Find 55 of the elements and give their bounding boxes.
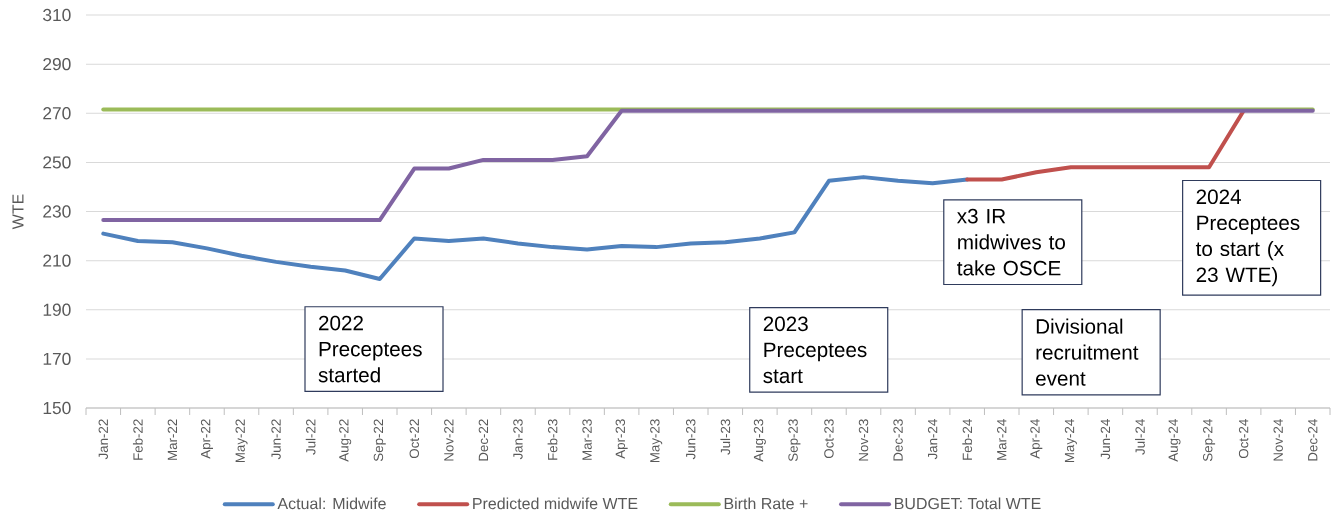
y-tick-label: 310 [43,8,71,22]
x-tick-label: Nov-22 [444,419,454,461]
x-tick-label: Mar-22 [167,419,178,460]
y-tick-label: 190 [43,303,71,316]
annotation: Divisional recruitment event [1036,318,1139,386]
y-tick-label: 170 [43,352,71,366]
y-tick-label: 290 [43,57,71,71]
annotation: 2023 Preceptees start [763,316,867,384]
x-tick-label: May-23 [650,419,663,463]
x-tick-label: Jul-22 [305,419,316,455]
x-tick-label: Jun-23 [686,419,696,460]
x-tick-label: Nov-24 [1273,419,1283,461]
x-tick-label: Jul-24 [1135,419,1145,455]
annotation: x3 IR midwives to take OSCE [957,208,1065,276]
legend-label: Actual: Midwife [277,497,386,510]
x-tick-label: Jun-24 [1100,419,1111,460]
x-tick-label: Apr-23 [615,419,628,459]
x-tick-label: Aug-22 [339,419,352,462]
x-tick-label: Apr-22 [200,419,213,459]
x-tick-label: Dec-22 [478,419,489,461]
x-tick-label: May-22 [235,419,248,463]
x-tick-label: Aug-23 [753,419,766,462]
x-tick-label: Sep-22 [373,419,386,462]
x-tick-label: Dec-24 [1308,419,1318,461]
x-tick-label: Nov-23 [858,419,869,461]
x-tick-label: Feb-23 [547,419,558,460]
y-tick-label: 230 [43,205,71,218]
x-tick-label: Jan-24 [927,419,938,460]
x-tick-label: Feb-22 [132,419,143,460]
x-tick-label: Sep-23 [788,419,801,462]
annotation: 2022 Preceptees started [318,315,422,383]
annotation: 2024 Preceptees to start (x 23 WTE) [1195,189,1300,287]
legend-label: Birth Rate + [724,497,808,510]
x-tick-label: Apr-24 [1030,419,1043,459]
y-tick-label: 210 [43,254,71,267]
x-tick-label: Jun-22 [271,419,281,460]
y-tick-label: 150 [43,401,71,415]
x-tick-label: Feb-24 [962,419,973,460]
x-tick-label: May-24 [1064,419,1077,463]
x-tick-label: Mar-23 [582,419,592,460]
y-tick-label: 250 [43,156,71,169]
x-tick-label: Oct-22 [409,419,419,459]
x-tick-label: Sep-24 [1203,419,1216,462]
x-tick-label: Jan-23 [513,419,523,460]
y-tick-label: 270 [43,107,71,120]
x-tick-label: Jan-22 [98,419,108,460]
x-tick-label: Aug-24 [1168,419,1181,462]
legend-label: Predicted midwife WTE [473,497,638,510]
y-axis-title: WTE [12,194,24,230]
x-tick-label: Dec-23 [893,419,903,461]
legend-label: BUDGET: Total WTE [895,497,1041,510]
x-tick-label: Oct-24 [1238,419,1249,459]
x-tick-label: Mar-24 [997,419,1007,460]
x-tick-label: Oct-23 [824,419,834,459]
x-tick-label: Jul-23 [720,419,731,455]
